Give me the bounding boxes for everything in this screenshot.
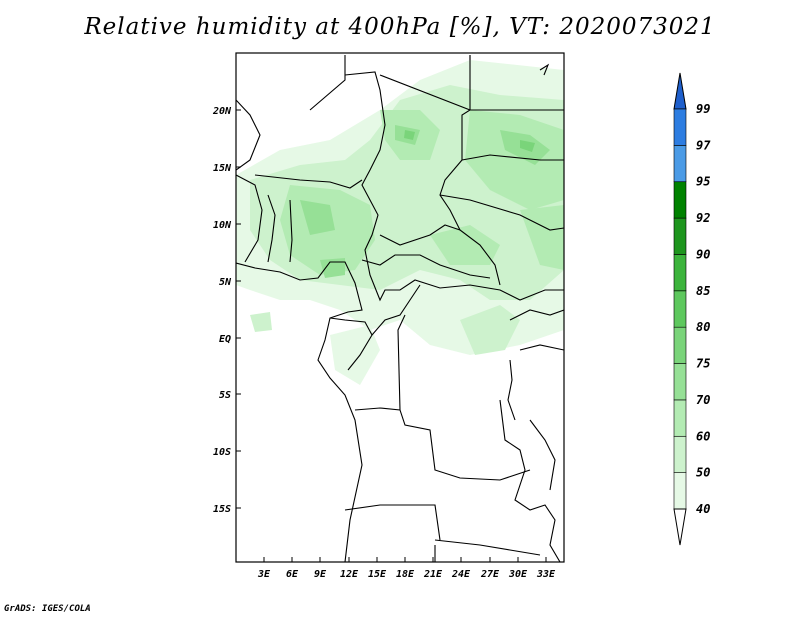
map-title: Relative humidity at 400hPa [%], VT: 202…: [84, 14, 716, 40]
colorbar-label: 50: [696, 466, 710, 480]
colorbar-segment: [673, 326, 687, 364]
lon-label: 18E: [396, 569, 415, 580]
lon-label: 30E: [508, 569, 528, 580]
map-frame: [235, 52, 565, 563]
lon-label: 33E: [536, 569, 556, 580]
axis-ticks: [236, 109, 547, 562]
colorbar-label: 85: [696, 284, 710, 298]
colorbar-segment: [673, 108, 687, 146]
lon-label: 15E: [368, 569, 387, 580]
colorbar-segment: [673, 145, 687, 183]
colorbar-label: 90: [696, 247, 710, 261]
colorbar-label: 80: [696, 320, 710, 334]
colorbar-segment: [673, 472, 687, 510]
colorbar-segment: [673, 181, 687, 219]
lat-label: 20N: [212, 106, 232, 117]
lat-label: 15S: [213, 504, 231, 515]
country-borders: [236, 55, 564, 562]
lon-label: 9E: [314, 569, 327, 580]
lon-label: 21E: [423, 569, 443, 580]
lat-label: EQ: [219, 334, 231, 345]
colorbar-label: 75: [696, 357, 710, 371]
colorbar-label: 97: [696, 138, 711, 152]
colorbar-cap-top: [673, 72, 687, 110]
lon-label: 27E: [480, 569, 500, 580]
colorbar-segment: [673, 435, 687, 473]
colorbar-segment: [673, 363, 687, 401]
colorbar-segment: [673, 217, 687, 255]
lat-label: 5S: [219, 390, 231, 401]
colorbar-segment: [673, 399, 687, 437]
colorbar-cap-bottom: [673, 508, 687, 546]
grads-credit: GrADS: IGES/COLA: [4, 604, 91, 614]
colorbar-segment: [673, 290, 687, 328]
lon-label: 24E: [451, 569, 471, 580]
lon-label: 6E: [286, 569, 299, 580]
lat-label: 10S: [213, 447, 231, 458]
lat-label: 5N: [219, 277, 232, 288]
lat-label: 15N: [213, 163, 232, 174]
colorbar-label: 60: [696, 429, 710, 443]
colorbar-label: 95: [696, 175, 710, 189]
humidity-shading: [236, 60, 564, 385]
colorbar-label: 92: [696, 211, 710, 225]
colorbar-segment: [673, 254, 687, 292]
colorbar: 40 50 60 70 75 80 85 90 92 95 97 99: [673, 72, 711, 546]
lon-label: 12E: [340, 569, 359, 580]
colorbar-label: 70: [696, 393, 710, 407]
colorbar-label: 99: [696, 102, 710, 116]
colorbar-label: 40: [696, 502, 710, 516]
lon-label: 3E: [257, 569, 271, 580]
lat-label: 10N: [213, 220, 232, 231]
